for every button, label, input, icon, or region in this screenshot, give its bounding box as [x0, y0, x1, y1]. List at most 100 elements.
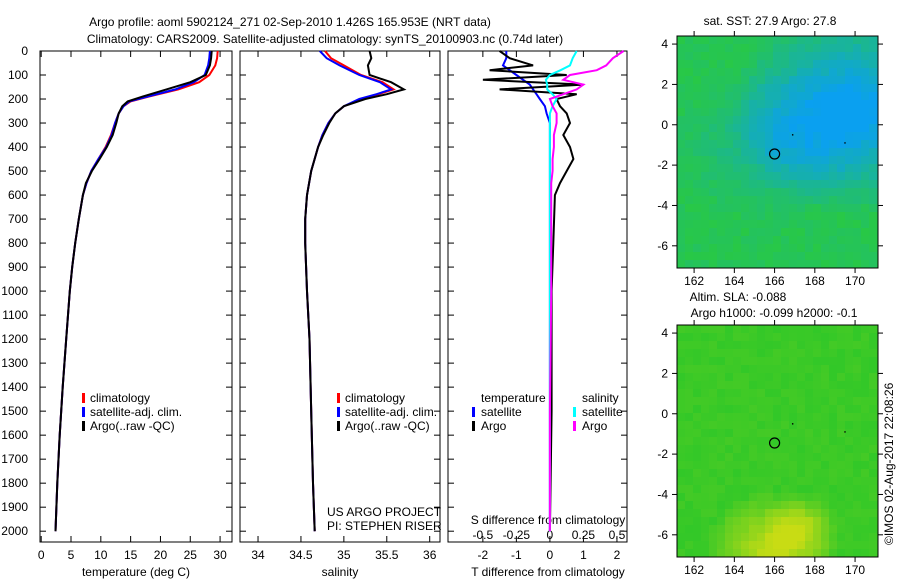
map-cell [805, 124, 813, 132]
map-cell [821, 349, 829, 357]
map-cell [797, 204, 805, 212]
map-cell [757, 124, 765, 132]
map-cell [693, 405, 701, 413]
map-cell [749, 405, 757, 413]
map-cell [821, 68, 829, 76]
map-cell [709, 148, 717, 156]
map-cell [797, 236, 805, 244]
map-cell [861, 333, 869, 341]
map-cell [701, 236, 709, 244]
map-cell [693, 36, 701, 44]
y-tick-label: 100 [8, 68, 28, 82]
map-cell [709, 260, 717, 268]
map-cell [773, 445, 781, 453]
map-cell [749, 52, 757, 60]
map-y-tick-label: 4 [661, 326, 668, 340]
legend-swatch-t-argo [472, 421, 475, 431]
map-cell [765, 100, 773, 108]
map-cell [717, 501, 725, 509]
map-cell [813, 325, 821, 333]
map-cell [781, 124, 789, 132]
map-cell [701, 212, 709, 220]
map-cell [685, 164, 693, 172]
map-cell [693, 341, 701, 349]
map-cell [693, 252, 701, 260]
map-cell [813, 252, 821, 260]
map-cell [749, 477, 757, 485]
y-tick-label: 1100 [2, 308, 28, 322]
map-cell [749, 541, 757, 549]
map-cell [677, 477, 685, 485]
y-tick-label: 0 [21, 44, 28, 58]
map-cell [773, 509, 781, 517]
map-cell [741, 413, 749, 421]
map-cell [709, 461, 717, 469]
map-cell [741, 453, 749, 461]
map-cell [717, 533, 725, 541]
map-cell [829, 180, 837, 188]
map-cell [829, 381, 837, 389]
map-cell [773, 485, 781, 493]
map-cell [717, 453, 725, 461]
map-cell [749, 140, 757, 148]
map-cell [717, 341, 725, 349]
map-cell [701, 517, 709, 525]
map-cell [813, 485, 821, 493]
map-cell [749, 389, 757, 397]
map-cell [733, 445, 741, 453]
map-cell [845, 517, 853, 525]
map-cell [677, 397, 685, 405]
map-cell [757, 244, 765, 252]
map-cell [813, 357, 821, 365]
map-cell [861, 525, 869, 533]
map-y-tick-label: -2 [657, 158, 668, 172]
map-cell [773, 549, 781, 557]
map-cell [765, 549, 773, 557]
map-cell [845, 493, 853, 501]
map-cell [805, 68, 813, 76]
map-cell [861, 204, 869, 212]
map-cell [757, 381, 765, 389]
map-cell [853, 36, 861, 44]
map-cell [837, 52, 845, 60]
map-cell [797, 52, 805, 60]
map-cell [829, 413, 837, 421]
map-cell [677, 172, 685, 180]
map-cell [797, 437, 805, 445]
map-x-tick-label: 168 [805, 563, 825, 577]
map-cell [797, 148, 805, 156]
map-cell [773, 493, 781, 501]
map-cell [765, 389, 773, 397]
map-cell [733, 108, 741, 116]
map-cell [701, 132, 709, 140]
map-cell [869, 196, 877, 204]
map-cell [789, 188, 797, 196]
map-cell [733, 333, 741, 341]
map-cell [741, 493, 749, 501]
map-cell [749, 357, 757, 365]
map-cell [709, 140, 717, 148]
map-cell [789, 533, 797, 541]
map-cell [701, 493, 709, 501]
map-cell [797, 341, 805, 349]
map-cell [797, 421, 805, 429]
map-cell [701, 461, 709, 469]
map-cell [757, 100, 765, 108]
map-cell [741, 469, 749, 477]
map-cell [677, 485, 685, 493]
map-cell [717, 228, 725, 236]
map-cell [701, 100, 709, 108]
map-cell [701, 437, 709, 445]
legend-swatch-t-satellite [472, 407, 475, 417]
map-cell [677, 437, 685, 445]
map-cell [861, 429, 869, 437]
map-cell [741, 204, 749, 212]
map-cell [725, 381, 733, 389]
map-cell [805, 236, 813, 244]
map-cell [741, 212, 749, 220]
map-cell [717, 36, 725, 44]
map-cell [773, 204, 781, 212]
map-cell [821, 100, 829, 108]
map-cell [693, 260, 701, 268]
map-cell [861, 501, 869, 509]
